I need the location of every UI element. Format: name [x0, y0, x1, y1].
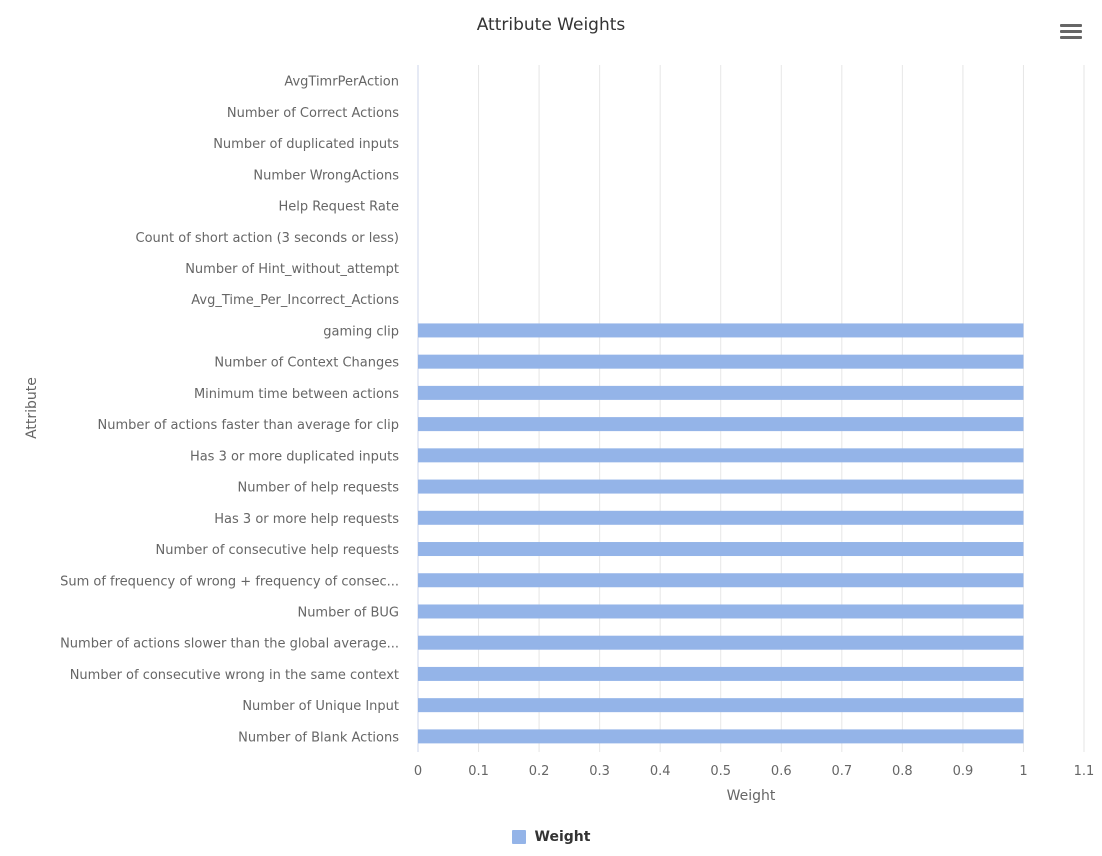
bar[interactable] — [418, 698, 1024, 713]
x-tick-label: 0.6 — [771, 764, 792, 779]
bar[interactable] — [418, 354, 1024, 369]
x-tick-label: 0 — [414, 764, 422, 779]
category-label: Number of Unique Input — [242, 699, 399, 714]
category-label: Has 3 or more help requests — [214, 512, 399, 527]
x-tick-labels: 0 0.1 0.2 0.3 0.4 0.5 0.6 0.7 0.8 0.9 1 1.1 — [414, 764, 1094, 779]
bar[interactable] — [418, 604, 1024, 619]
bars — [418, 323, 1024, 744]
x-tick-label: 0.2 — [529, 764, 550, 779]
category-label: Number of consecutive wrong in the same … — [70, 668, 399, 683]
bar[interactable] — [418, 323, 1024, 338]
category-label: Number of BUG — [297, 605, 399, 620]
legend-swatch — [511, 830, 526, 844]
category-labels: AvgTimrPerAction Number of Correct Action… — [60, 75, 399, 746]
category-label: Number of actions faster than average fo… — [98, 418, 399, 433]
bar[interactable] — [418, 542, 1024, 557]
category-label: Minimum time between actions — [194, 387, 399, 402]
x-tick-label: 0.1 — [468, 764, 489, 779]
legend-item-weight[interactable]: Weight — [511, 829, 591, 845]
x-tick-label: 1 — [1019, 764, 1027, 779]
bar[interactable] — [418, 448, 1024, 463]
category-label: gaming clip — [323, 324, 399, 339]
category-label: Avg_Time_Per_Incorrect_Actions — [191, 293, 399, 308]
x-tick-label: 0.9 — [953, 764, 974, 779]
bar[interactable] — [418, 479, 1024, 494]
bar[interactable] — [418, 385, 1024, 400]
category-label: Number of Context Changes — [214, 356, 399, 371]
category-label: Number of duplicated inputs — [213, 137, 399, 152]
category-label: Number of Correct Actions — [227, 106, 399, 121]
category-label: Sum of frequency of wrong + frequency of… — [60, 574, 399, 589]
category-label: Number of consecutive help requests — [156, 543, 400, 558]
x-tick-label: 1.1 — [1074, 764, 1095, 779]
bar[interactable] — [418, 510, 1024, 525]
category-label: Number of Hint_without_attempt — [185, 262, 399, 277]
category-label: Number of Blank Actions — [238, 730, 399, 745]
chart-menu-button[interactable] — [1058, 22, 1084, 46]
bar[interactable] — [418, 729, 1024, 744]
legend-label: Weight — [534, 829, 591, 845]
x-tick-label: 0.4 — [650, 764, 671, 779]
bar[interactable] — [418, 666, 1024, 681]
bar[interactable] — [418, 635, 1024, 650]
category-label: Number of actions slower than the global… — [60, 637, 399, 652]
x-tick-label: 0.7 — [831, 764, 852, 779]
bar[interactable] — [418, 417, 1024, 432]
category-label: Help Request Rate — [278, 200, 399, 215]
x-tick-label: 0.8 — [892, 764, 913, 779]
chart-title: Attribute Weights — [476, 15, 626, 35]
x-tick-label: 0.5 — [710, 764, 731, 779]
bar[interactable] — [418, 573, 1024, 588]
category-label: Has 3 or more duplicated inputs — [190, 449, 399, 464]
x-tick-label: 0.3 — [589, 764, 610, 779]
category-label: Count of short action (3 seconds or less… — [136, 231, 400, 246]
category-label: AvgTimrPerAction — [284, 75, 399, 90]
category-label: Number WrongActions — [253, 168, 399, 183]
x-axis-title: Weight — [727, 788, 776, 804]
y-axis-title: Attribute — [24, 377, 40, 439]
legend: Weight — [0, 829, 1102, 848]
category-label: Number of help requests — [238, 481, 400, 496]
hamburger-menu-icon — [1058, 24, 1084, 39]
